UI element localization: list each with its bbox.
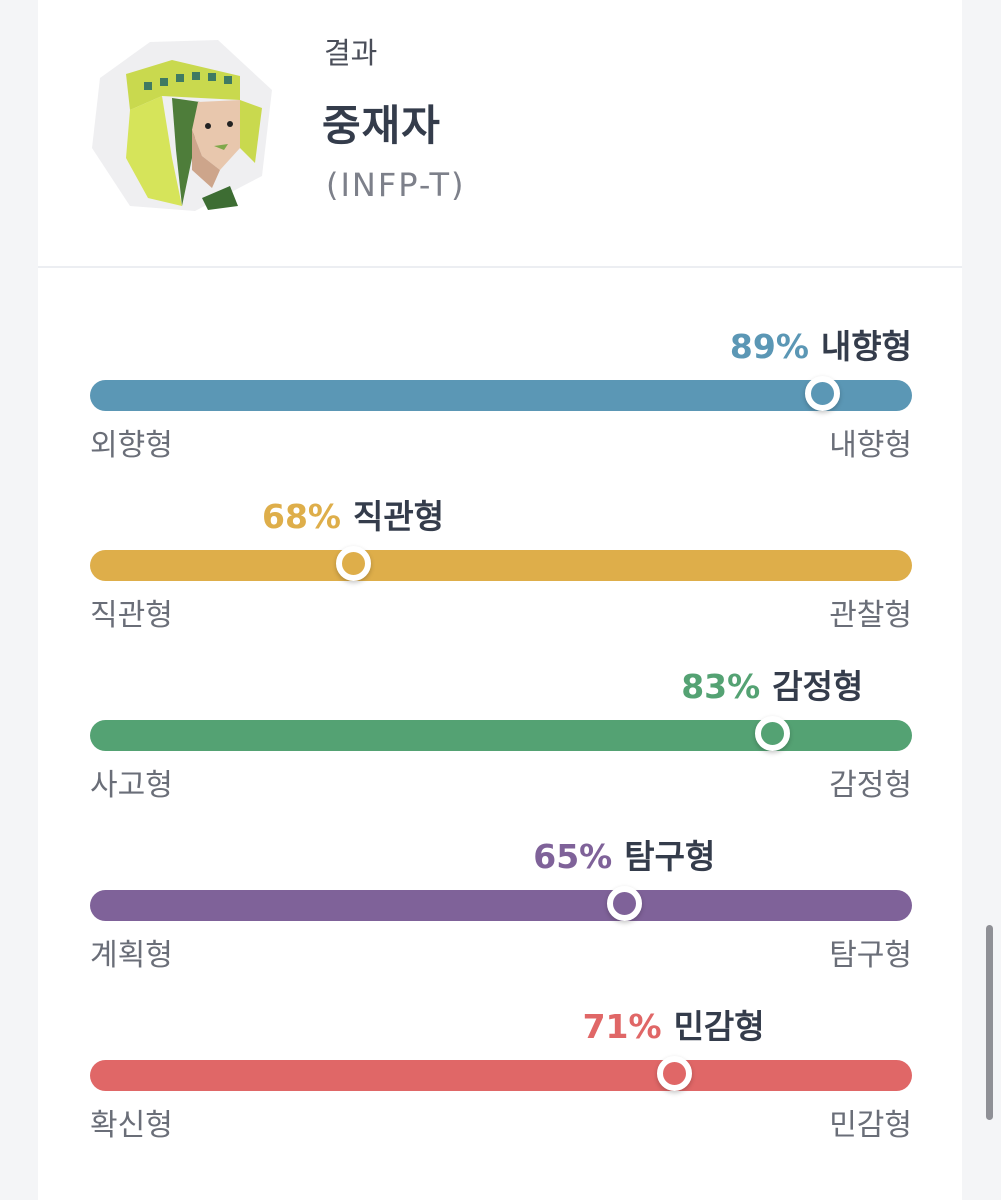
trait-name: 감정형 [772, 667, 864, 706]
trait-right-label: 관찰형 [829, 598, 912, 633]
page-scrollbar[interactable] [986, 925, 993, 1120]
personality-type-code: (INFP-T) [326, 166, 466, 204]
trait-headline: 71% 민감형 [583, 1000, 765, 1048]
personality-type-name: 중재자 [322, 101, 441, 150]
trait-headline: 83% 감정형 [681, 660, 863, 708]
trait-name: 민감형 [673, 1007, 765, 1046]
trait-name: 탐구형 [624, 837, 716, 876]
trait-percent: 89% [729, 327, 809, 366]
section-divider [38, 266, 962, 268]
trait-right-label: 감정형 [829, 768, 912, 803]
trait-bar [90, 380, 912, 411]
trait-left-label: 확신형 [90, 1108, 173, 1143]
trait-percent: 68% [261, 497, 341, 536]
trait-slider-knob[interactable] [336, 546, 372, 581]
result-label: 결과 [324, 36, 378, 70]
trait-percent: 83% [681, 667, 761, 706]
trait-name: 내향형 [820, 327, 912, 366]
trait-percent: 71% [582, 1007, 662, 1046]
trait-percent: 65% [533, 837, 613, 876]
trait-left-label: 외향형 [90, 428, 173, 463]
trait-energy: 89% 내향형 외향형 내향형 [38, 268, 962, 463]
trait-slider-knob[interactable] [804, 376, 840, 411]
mediator-avatar-icon [92, 40, 272, 211]
trait-slider-knob[interactable] [755, 716, 791, 751]
trait-right-label: 민감형 [829, 1108, 912, 1143]
trait-slider-knob[interactable] [607, 886, 643, 921]
trait-bar [90, 550, 912, 581]
trait-headline: 89% 내향형 [730, 320, 912, 368]
trait-identity: 71% 민감형 확신형 민감형 [38, 948, 962, 1143]
trait-bar [90, 890, 912, 921]
result-header: 결과 중재자 (INFP-T) [38, 0, 962, 266]
trait-left-label: 계획형 [90, 938, 173, 973]
trait-headline: 68% 직관형 [262, 490, 444, 538]
trait-left-label: 직관형 [90, 598, 173, 633]
trait-slider-knob[interactable] [656, 1056, 692, 1091]
result-card: 결과 중재자 (INFP-T) 89% 내향형 외향형 내향형 68% 직관형 직관… [38, 0, 962, 1200]
trait-headline: 65% 탐구형 [533, 830, 715, 878]
trait-bar [90, 1060, 912, 1091]
trait-tactics: 65% 탐구형 계획형 탐구형 [38, 778, 962, 973]
trait-mind: 68% 직관형 직관형 관찰형 [38, 438, 962, 633]
trait-right-label: 내향형 [829, 428, 912, 463]
trait-left-label: 사고형 [90, 768, 173, 803]
trait-right-label: 탐구형 [829, 938, 912, 973]
trait-name: 직관형 [352, 497, 445, 536]
trait-nature: 83% 감정형 사고형 감정형 [38, 608, 962, 803]
